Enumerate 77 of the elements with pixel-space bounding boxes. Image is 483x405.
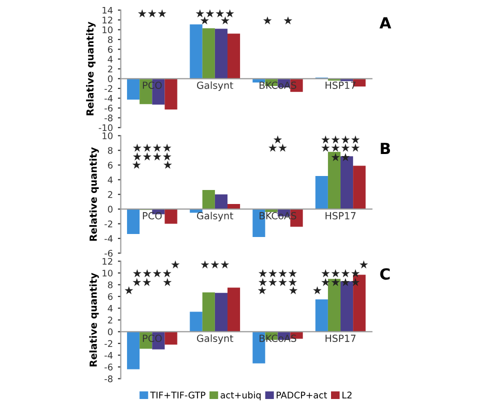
x-tick-label: HSP17 (326, 212, 356, 220)
annotation: ★★★★ (321, 278, 360, 286)
annotation: ★★★★ (321, 144, 360, 152)
y-tick-label: -4 (104, 235, 113, 242)
y-tick-label: -2 (104, 220, 112, 228)
annotation: ★★★★ (132, 144, 172, 152)
y-tick-label: 6 (108, 46, 113, 53)
y-tick-label: 4 (108, 176, 113, 184)
text: B (380, 142, 390, 154)
legend-label: L2 (342, 392, 352, 398)
annotation: ★★★ (138, 9, 166, 18)
annotation: ★ ★ (200, 16, 230, 24)
y-tick-label: 8 (108, 36, 112, 44)
x-tick-label: Galsynt (196, 212, 234, 222)
y-tick-label: 4 (108, 305, 113, 312)
annotation: ★ (124, 286, 134, 294)
y-tick-label: 2 (108, 191, 112, 198)
y-tick-label: 0 (108, 328, 113, 336)
x-tick-label: Galsynt (196, 334, 234, 344)
y-tick-label: 10 (102, 26, 113, 34)
y-axis-title: Relative quantity (86, 22, 96, 116)
y-tick-label: -4 (104, 352, 113, 359)
annotation: ★ ★ (258, 286, 298, 294)
y-tick-label: 6 (108, 293, 113, 300)
x-tick-label: BKCoAS (260, 334, 296, 342)
y-tick-label: -6 (104, 364, 113, 370)
y-axis-title: Relative quantity (89, 272, 99, 366)
y-tick-label: -2 (104, 340, 112, 347)
y-tick-label: 12 (102, 16, 112, 24)
y-tick-label: 10 (102, 132, 113, 140)
x-tick-label: PCO (142, 212, 162, 220)
annotation: ★★★★ (321, 269, 360, 278)
text: A (380, 17, 392, 28)
y-tick-label: 10 (102, 270, 113, 277)
annotation: ★★ ★ (132, 278, 172, 286)
legend-label: act+ubiq (220, 392, 261, 400)
annotation: ★ (273, 135, 282, 144)
y-tick-label: 14 (102, 6, 113, 14)
annotation: ★★★ (200, 260, 230, 268)
y-tick-label: 2 (108, 66, 112, 72)
annotation: ★★★★ (132, 269, 172, 278)
annotation: ★ (313, 286, 322, 294)
y-tick-label: 4 (108, 56, 113, 62)
y-tick-label: 8 (108, 147, 112, 154)
x-tick-label: BKCoAS (260, 212, 296, 220)
y-tick-label: -4 (104, 95, 113, 102)
legend-label: TIF+TIF-GTP (150, 392, 206, 398)
text: C (380, 268, 390, 280)
x-tick-label: HSP17 (326, 334, 356, 342)
y-tick-label: -10 (98, 124, 113, 132)
y-tick-label: -6 (104, 104, 113, 112)
annotation: ★ ★ (132, 160, 172, 169)
annotation: ★★ (331, 153, 350, 162)
y-tick-label: -8 (104, 375, 112, 382)
annotation: ★★★★ (258, 278, 297, 286)
annotation: ★ (171, 260, 180, 268)
legend-label: PADCP+act (276, 392, 327, 398)
y-tick-label: -2 (104, 85, 112, 92)
annotation: ★ (359, 260, 368, 268)
y-tick-label: 8 (108, 281, 112, 288)
y-tick-label: -6 (104, 250, 113, 257)
x-tick-label: Galsynt (196, 81, 234, 91)
annotation: ★★★★ (258, 269, 297, 278)
y-tick-label: 0 (108, 206, 113, 213)
y-tick-label: 6 (108, 162, 113, 169)
y-axis-title: Relative quantity (89, 147, 99, 241)
y-tick-label: 0 (108, 75, 113, 82)
y-tick-label: 2 (108, 316, 112, 324)
y-tick-label: 12 (102, 258, 112, 265)
y-tick-label: -8 (104, 114, 112, 122)
x-tick-label: HSP17 (326, 82, 356, 89)
annotation: ★★ (268, 144, 287, 152)
annotation: ★★★★ (321, 135, 360, 144)
x-tick-label: BKCoAS (260, 82, 296, 89)
annotation: ★★★★ (196, 9, 234, 18)
annotation: ★★★★ (132, 152, 172, 161)
annotation: ★ ★ (263, 16, 292, 24)
